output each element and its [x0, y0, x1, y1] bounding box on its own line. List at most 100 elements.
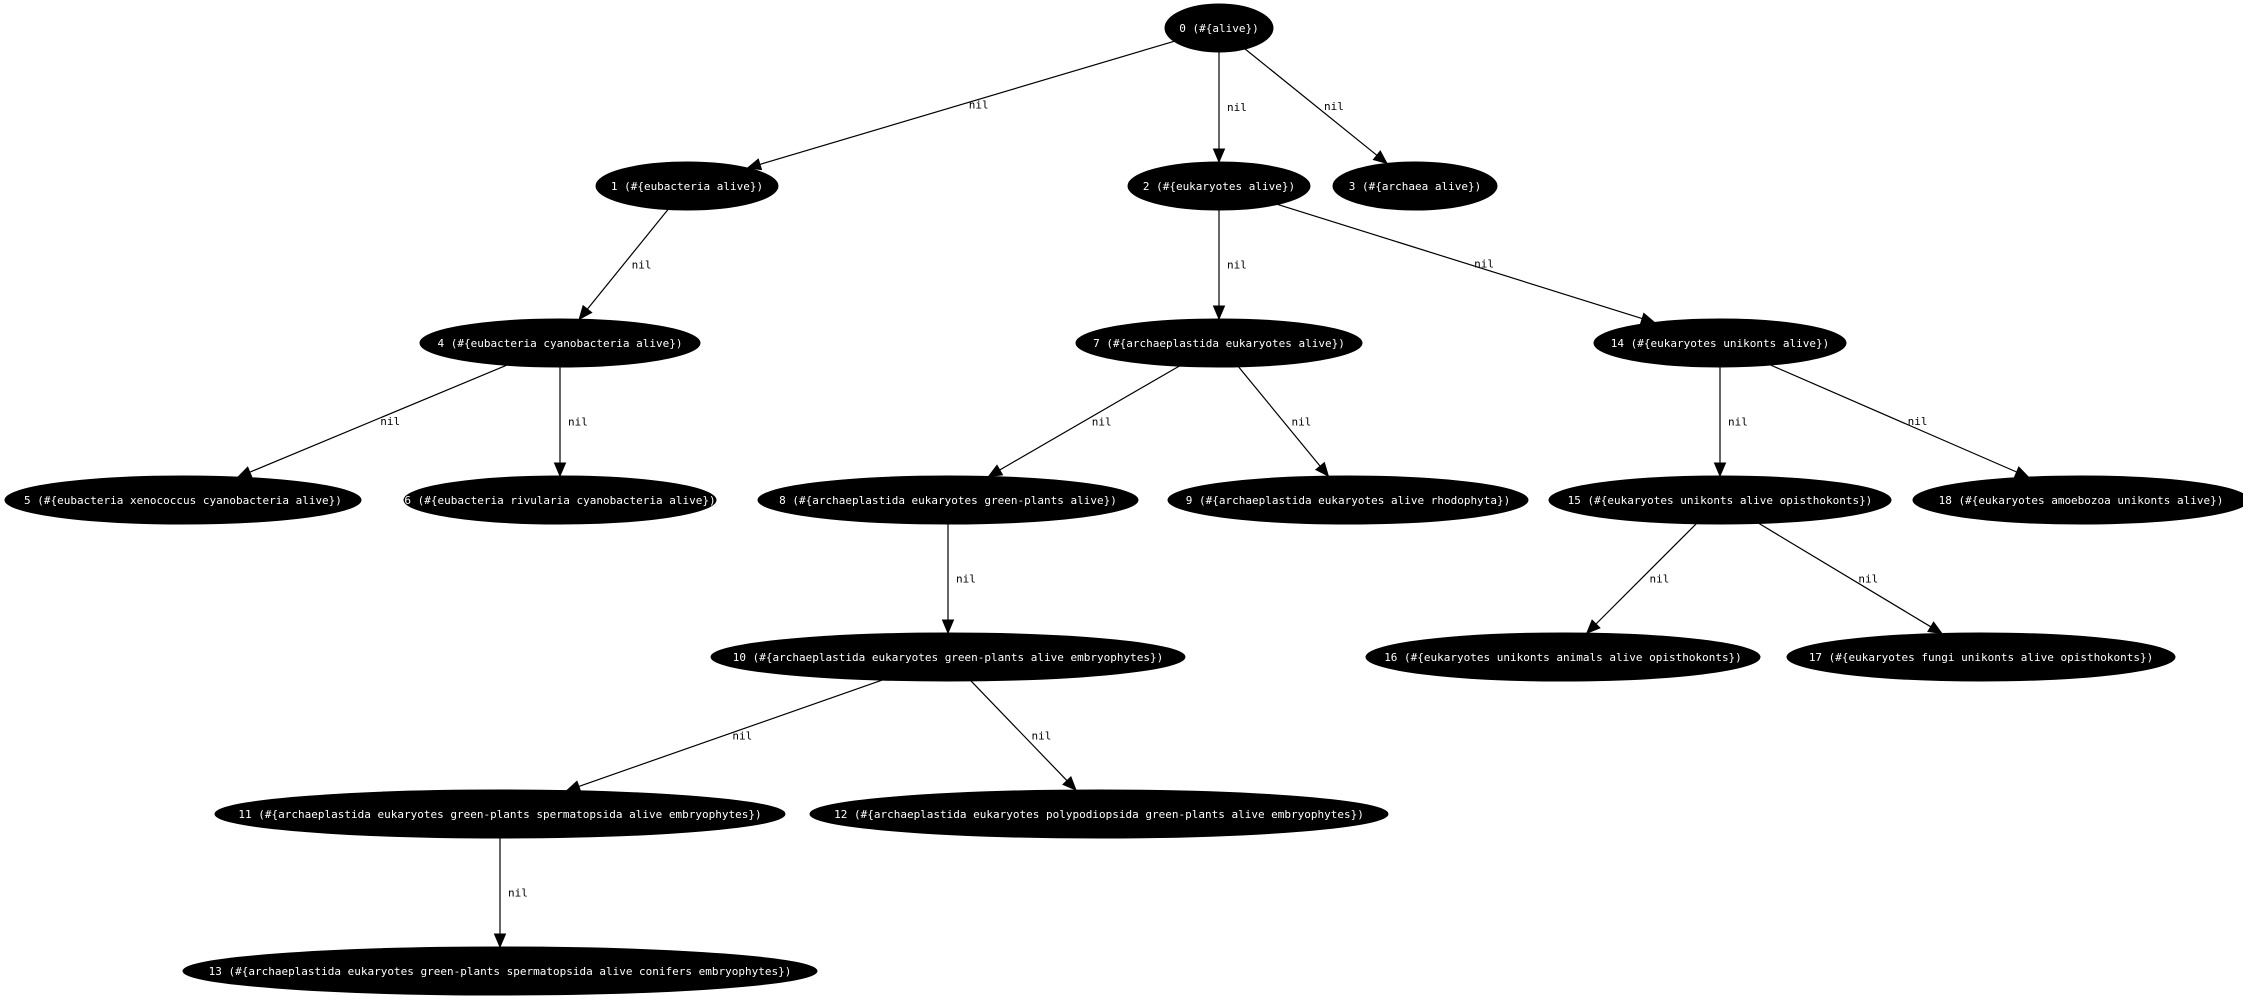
- edge-label: nil: [1227, 259, 1247, 272]
- edge-label: nil: [508, 887, 528, 900]
- edge-label: nil: [1324, 100, 1344, 113]
- node-ellipse: [214, 789, 786, 839]
- edge-line: [1238, 366, 1321, 467]
- node-label: 11 (#{archaeplastida eukaryotes green-pl…: [238, 808, 761, 821]
- edge-label: nil: [1092, 415, 1112, 428]
- edge-label: nil: [632, 258, 652, 271]
- edge-10-11: nil: [565, 679, 883, 793]
- arrowhead-icon: [553, 462, 567, 478]
- arrowhead-icon: [1062, 776, 1077, 792]
- arrowhead-icon: [565, 780, 582, 793]
- node-ellipse: [182, 946, 818, 996]
- edge-line: [249, 364, 507, 473]
- arrowhead-icon: [1927, 621, 1944, 635]
- edge-0-3: nil: [1244, 48, 1388, 165]
- node-ellipse: [1164, 3, 1274, 53]
- edge-line: [1770, 364, 2017, 473]
- edge-7-9: nil: [1238, 366, 1330, 478]
- node-label: 17 (#{eukaryotes fungi unikonts alive op…: [1809, 651, 2153, 664]
- node-ellipse: [1167, 475, 1529, 525]
- node-8: 8 (#{archaeplastida eukaryotes green-pla…: [757, 475, 1139, 525]
- node-ellipse: [4, 475, 362, 525]
- node-label: 14 (#{eukaryotes unikonts alive}): [1611, 337, 1830, 350]
- edge-2-7: nil: [1212, 210, 1247, 321]
- edge-label: nil: [969, 99, 989, 112]
- node-ellipse: [419, 318, 701, 368]
- node-label: 10 (#{archaeplastida eukaryotes green-pl…: [733, 651, 1163, 664]
- node-ellipse: [1593, 318, 1847, 368]
- node-ellipse: [1365, 632, 1761, 682]
- node-2: 2 (#{eukaryotes alive}): [1127, 161, 1311, 211]
- node-label: 13 (#{archaeplastida eukaryotes green-pl…: [209, 965, 792, 978]
- arrowhead-icon: [236, 466, 253, 478]
- node-ellipse: [595, 161, 779, 211]
- node-10: 10 (#{archaeplastida eukaryotes green-pl…: [710, 632, 1186, 682]
- node-ellipse: [710, 632, 1186, 682]
- arrowhead-icon: [1314, 461, 1330, 478]
- node-label: 18 (#{eukaryotes amoebozoa unikonts aliv…: [1939, 494, 2224, 507]
- node-15: 15 (#{eukaryotes unikonts alive opisthok…: [1548, 475, 1892, 525]
- node-13: 13 (#{archaeplastida eukaryotes green-pl…: [182, 946, 818, 996]
- node-16: 16 (#{eukaryotes unikonts animals alive …: [1365, 632, 1761, 682]
- edge-label: nil: [568, 416, 588, 429]
- node-label: 12 (#{archaeplastida eukaryotes polypodi…: [834, 808, 1364, 821]
- arrowhead-icon: [1212, 148, 1226, 164]
- edge-line: [578, 679, 883, 787]
- node-ellipse: [1075, 318, 1363, 368]
- edge-2-14: nil: [1277, 203, 1656, 325]
- edge-label: nil: [1908, 415, 1928, 428]
- edge-14-18: nil: [1770, 364, 2030, 478]
- node-label: 8 (#{archaeplastida eukaryotes green-pla…: [779, 494, 1117, 507]
- arrowhead-icon: [2013, 466, 2030, 478]
- edge-line: [999, 365, 1180, 471]
- edge-10-12: nil: [970, 680, 1077, 792]
- node-14: 14 (#{eukaryotes unikonts alive}): [1593, 318, 1847, 368]
- node-label: 5 (#{eubacteria xenococcus cyanobacteria…: [24, 494, 342, 507]
- node-18: 18 (#{eukaryotes amoebozoa unikonts aliv…: [1912, 475, 2243, 525]
- edge-line: [1758, 522, 1932, 628]
- edge-7-8: nil: [987, 365, 1180, 478]
- arrowhead-icon: [1372, 150, 1388, 165]
- edge-line: [586, 209, 669, 310]
- node-1: 1 (#{eubacteria alive}): [595, 161, 779, 211]
- node-label: 4 (#{eubacteria cyanobacteria alive}): [437, 337, 682, 350]
- node-label: 2 (#{eukaryotes alive}): [1143, 180, 1295, 193]
- node-3: 3 (#{archaea alive}): [1332, 161, 1498, 211]
- node-ellipse: [1912, 475, 2243, 525]
- node-label: 16 (#{eukaryotes unikonts animals alive …: [1384, 651, 1742, 664]
- edge-0-1: nil: [746, 40, 1175, 171]
- edge-label: nil: [1292, 416, 1312, 429]
- node-4: 4 (#{eubacteria cyanobacteria alive}): [419, 318, 701, 368]
- edge-0-2: nil: [1212, 52, 1247, 164]
- arrowhead-icon: [1585, 619, 1601, 635]
- edge-label: nil: [1032, 730, 1052, 743]
- node-label: 7 (#{archaeplastida eukaryotes alive}): [1093, 337, 1345, 350]
- node-7: 7 (#{archaeplastida eukaryotes alive}): [1075, 318, 1363, 368]
- node-11: 11 (#{archaeplastida eukaryotes green-pl…: [214, 789, 786, 839]
- node-label: 15 (#{eukaryotes unikonts alive opisthok…: [1568, 494, 1873, 507]
- node-9: 9 (#{archaeplastida eukaryotes alive rho…: [1167, 475, 1529, 525]
- edge-15-17: nil: [1758, 522, 1944, 635]
- node-12: 12 (#{archaeplastida eukaryotes polypodi…: [809, 789, 1389, 839]
- arrowhead-icon: [746, 158, 763, 171]
- edge-line: [1244, 48, 1378, 156]
- edge-4-6: nil: [553, 367, 588, 478]
- edge-label: nil: [1474, 257, 1494, 270]
- nodes-layer: 0 (#{alive}) 1 (#{eubacteria alive}) 2 (#{…: [4, 3, 2243, 996]
- edge-11-13: nil: [493, 838, 528, 949]
- node-ellipse: [1786, 632, 2176, 682]
- node-ellipse: [809, 789, 1389, 839]
- edge-line: [1595, 523, 1697, 625]
- node-ellipse: [757, 475, 1139, 525]
- edge-4-5: nil: [236, 364, 507, 478]
- edge-label: nil: [380, 415, 400, 428]
- node-5: 5 (#{eubacteria xenococcus cyanobacteria…: [4, 475, 362, 525]
- arrowhead-icon: [493, 933, 507, 949]
- node-label: 3 (#{archaea alive}): [1349, 180, 1481, 193]
- edge-8-10: nil: [941, 524, 976, 635]
- edge-label: nil: [1728, 416, 1748, 429]
- arrowhead-icon: [578, 304, 593, 321]
- node-ellipse: [403, 475, 717, 525]
- edge-label: nil: [1227, 101, 1247, 114]
